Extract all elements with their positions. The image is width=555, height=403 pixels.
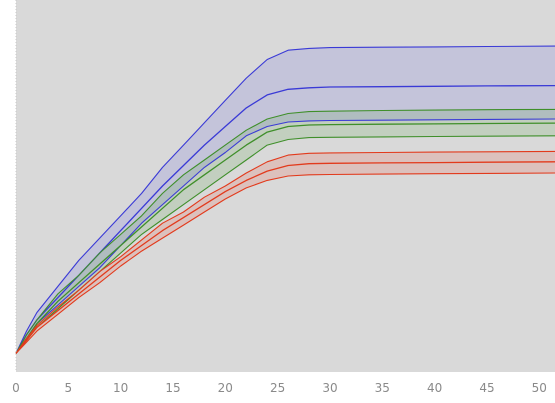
x-tick-label: 40 — [427, 381, 442, 395]
series-3-lower-line — [15, 172, 555, 354]
x-tick-label: 30 — [322, 381, 337, 395]
x-tick-label: 25 — [270, 381, 285, 395]
series-3-band — [16, 151, 555, 354]
series-1-band — [16, 46, 555, 354]
series-1-lower-line — [15, 118, 555, 354]
x-tick-label: 0 — [12, 381, 20, 395]
series-2-band — [16, 109, 555, 354]
x-tick-label: 35 — [375, 381, 390, 395]
x-tick-label: 15 — [165, 381, 180, 395]
series-2-upper-line — [15, 108, 555, 354]
series-1-mean-line — [15, 84, 555, 354]
x-tick-label: 5 — [64, 381, 72, 395]
series-lines — [15, 45, 555, 354]
series-3-upper-line — [15, 150, 555, 354]
x-tick-label: 10 — [113, 381, 128, 395]
x-axis-ticks: 0 5 10 15 20 25 30 35 40 45 50 — [12, 381, 547, 395]
x-tick-label: 20 — [218, 381, 233, 395]
plot-background — [16, 0, 555, 372]
series-2-lower-line — [15, 135, 555, 354]
x-tick-label: 50 — [532, 381, 547, 395]
series-2-mean-line — [15, 122, 555, 354]
series-1-upper-line — [15, 45, 555, 354]
series-3-mean-line — [15, 161, 555, 354]
confidence-bands — [16, 46, 555, 354]
x-tick-label: 45 — [479, 381, 494, 395]
